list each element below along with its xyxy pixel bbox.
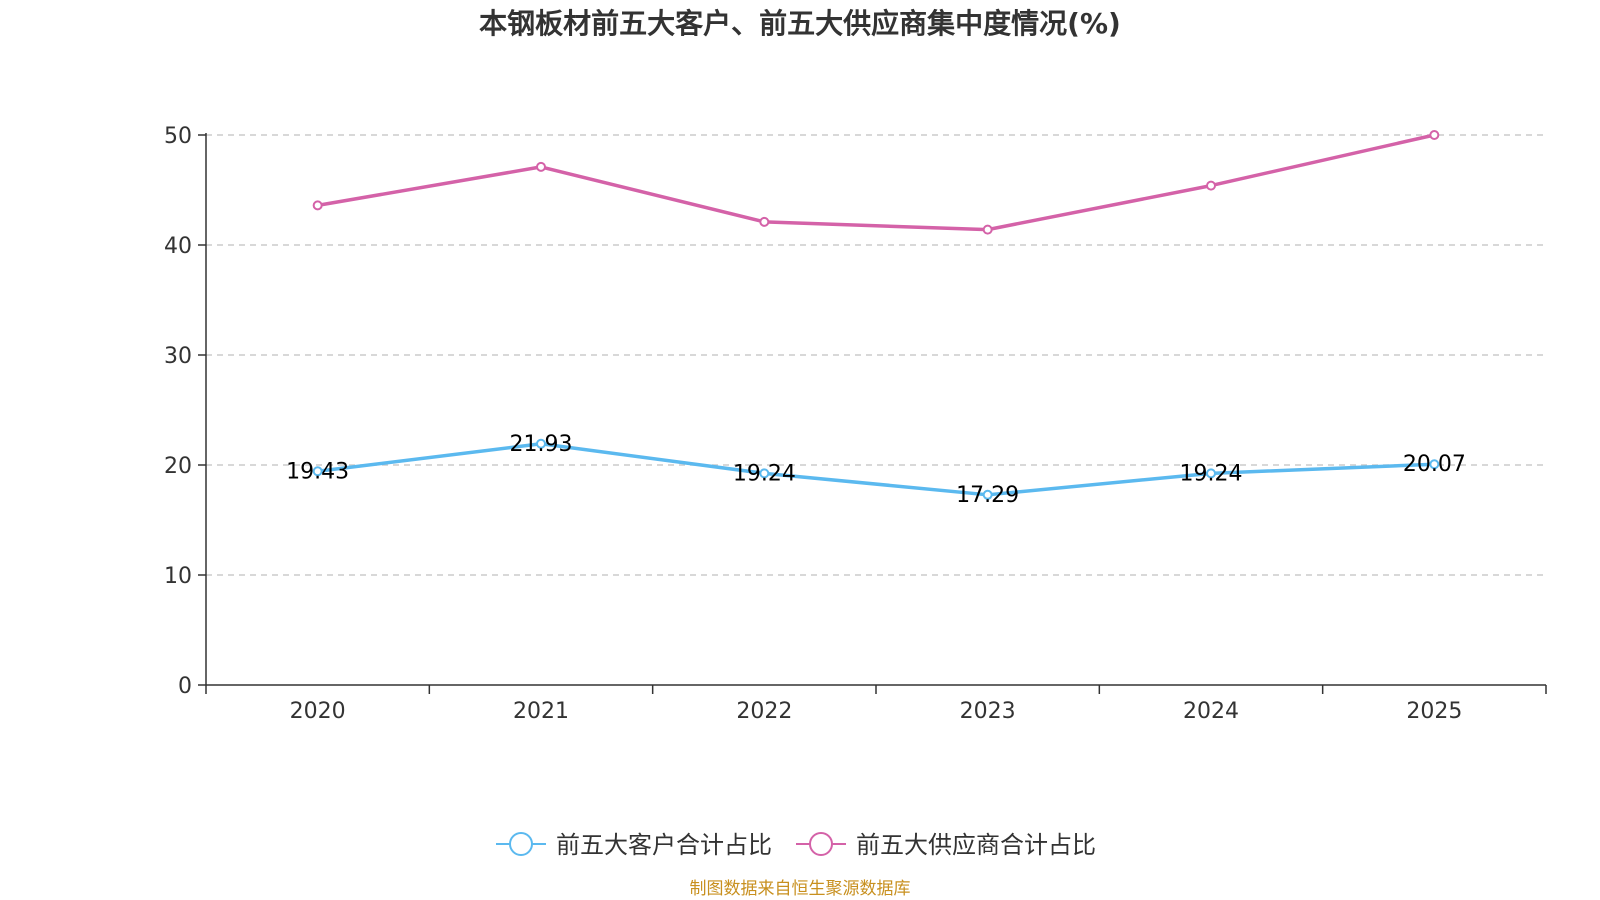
y-tick-label: 0 [178,674,192,699]
y-tick-label: 40 [164,234,192,259]
data-label: 19.43 [286,459,349,484]
data-label: 17.29 [956,483,1019,508]
legend-marker-icon [509,832,533,856]
x-tick-label: 2024 [1183,699,1239,724]
data-point[interactable] [312,466,323,477]
data-label: 19.24 [1180,461,1243,486]
legend-item-1[interactable]: 前五大客户合计占比 [496,831,772,859]
axes: 0 10 20 30 40 50 2020 2021 2022 2023 2024 2025 [164,124,1547,724]
x-tick-label: 2022 [736,699,792,724]
data-labels: 19.43 21.93 19.24 17.29 19.24 20.07 [286,432,1466,508]
series-line-1 [317,442,1435,497]
data-point[interactable] [1429,130,1440,140]
grid-lines [206,134,1546,576]
x-tick-label: 2021 [513,699,569,724]
data-point[interactable] [759,468,770,479]
data-label: 20.07 [1403,452,1466,477]
data-point[interactable] [1206,180,1216,191]
data-point[interactable] [536,438,546,449]
legend-label: 前五大客户合计占比 [556,831,772,859]
x-tick-label: 2023 [960,699,1016,724]
legend-label: 前五大供应商合计占比 [856,831,1096,859]
y-tick-label: 50 [164,124,192,149]
series-line-2 [317,133,1435,232]
data-label: 19.24 [733,461,796,486]
x-tick-label: 2025 [1406,699,1462,724]
chart-title: 本钢板材前五大客户、前五大供应商集中度情况(%) [479,7,1121,40]
data-point[interactable] [312,200,323,211]
data-point[interactable] [982,224,993,235]
y-tick-label: 10 [164,564,192,589]
source-note: 制图数据来自恒生聚源数据库 [690,879,911,899]
x-tick-label: 2020 [290,699,346,724]
data-point[interactable] [1429,459,1440,470]
data-label: 21.93 [510,432,573,457]
y-tick-label: 20 [164,454,192,479]
series-group [312,130,1440,500]
legend[interactable]: 前五大客户合计占比 前五大供应商合计占比 [496,831,1096,859]
data-point[interactable] [759,216,770,227]
data-point[interactable] [536,161,546,172]
legend-marker-icon [809,832,833,856]
y-tick-label: 30 [164,344,192,369]
data-point[interactable] [982,489,993,500]
data-point[interactable] [1206,468,1216,479]
legend-item-2[interactable]: 前五大供应商合计占比 [796,831,1096,859]
